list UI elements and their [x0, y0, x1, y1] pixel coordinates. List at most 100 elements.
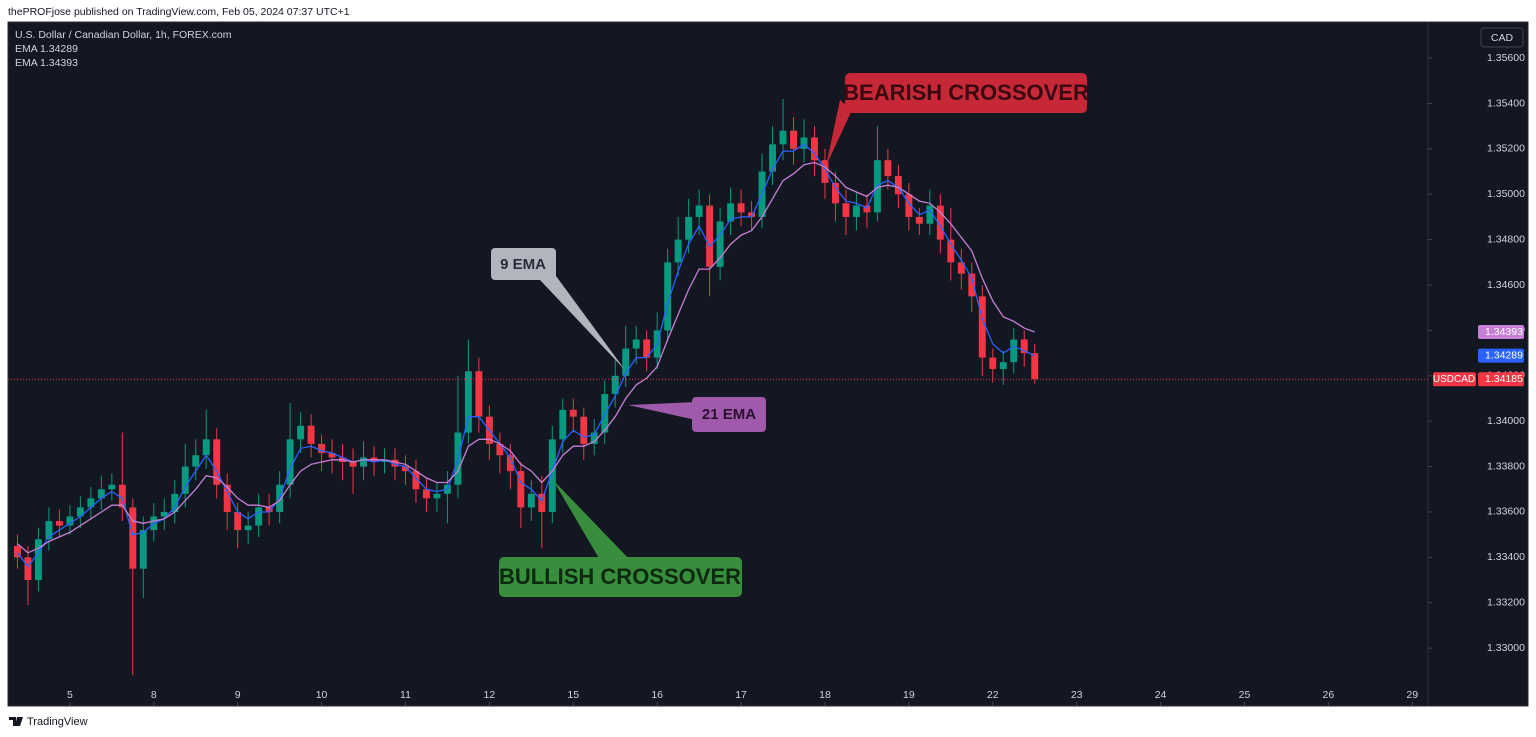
candle-body: [936, 205, 944, 240]
callout-box: [692, 397, 766, 432]
y-tick-label: 1.33200: [1487, 597, 1525, 609]
candle-body: [297, 425, 305, 440]
candle-body: [968, 273, 976, 297]
candle-body: [716, 221, 724, 267]
y-tick-label: 1.33400: [1487, 551, 1525, 563]
annotation: BULLISH CROSSOVER: [499, 564, 741, 589]
price-badge: [1478, 372, 1524, 387]
price-badge-label: 1.34289: [1485, 349, 1523, 361]
candle-body: [800, 137, 808, 149]
legend-value: 1.34393: [40, 57, 78, 69]
candle-body: [223, 484, 231, 512]
candle-body: [97, 489, 105, 499]
footer-brand: TradingView: [27, 716, 88, 728]
candle-body: [255, 507, 263, 526]
candle-body: [213, 439, 221, 485]
candle-body: [265, 507, 273, 512]
candle-body: [87, 498, 95, 508]
y-tick-label: 1.34800: [1487, 233, 1525, 245]
x-tick-label: 23: [1071, 689, 1083, 701]
plot-marks: 1.33000 1.33200 1.33400 1.33600 1.33800 1.340…: [8, 52, 1525, 706]
candle-body: [790, 130, 797, 149]
candle-body: [433, 493, 441, 499]
candle-body: [831, 182, 839, 204]
candle-body: [695, 205, 703, 217]
candle-body: [360, 457, 367, 467]
candle-body: [160, 511, 168, 517]
y-tick-label: 1.34000: [1487, 415, 1525, 427]
candle-body: [45, 521, 53, 540]
candle-body: [13, 546, 21, 558]
currency-button[interactable]: [1480, 27, 1524, 48]
y-tick-label: 1.35600: [1487, 52, 1525, 64]
candle-body: [999, 362, 1007, 369]
candle-body: [580, 416, 588, 444]
candle-body: [779, 130, 787, 145]
x-tick-label: 18: [819, 689, 831, 701]
callout-box: [499, 557, 742, 597]
x-tick-label: 5: [67, 689, 73, 701]
candle-body: [590, 432, 598, 444]
footer-logo: [9, 717, 23, 726]
chart-panel: [7, 21, 1529, 707]
annotations: BEARISH CROSSOVER 9 EMA 21 EMA BULLISH C…: [491, 73, 1089, 597]
candle-body: [611, 375, 619, 394]
callout-tail: [540, 276, 625, 370]
currency-label[interactable]: CAD: [1491, 32, 1514, 44]
candle-body: [192, 455, 200, 467]
x-tick-label: 15: [567, 689, 579, 701]
price-badge-label: 1.34393: [1485, 326, 1523, 338]
candle-body: [674, 239, 682, 263]
x-tick-label: 24: [1155, 689, 1167, 701]
price-badge: [1478, 325, 1524, 340]
candle-body: [622, 348, 630, 376]
y-tick-label: 1.35200: [1487, 143, 1525, 155]
candle-body: [1020, 339, 1028, 354]
x-tick-label: 9: [235, 689, 241, 701]
callout-box: [845, 73, 1087, 113]
candle-body: [496, 443, 504, 456]
candle-body: [171, 493, 179, 512]
candle-body: [569, 409, 577, 417]
candle-body: [76, 507, 84, 517]
candle-body: [464, 371, 472, 433]
candle-body: [475, 371, 483, 417]
candle-body: [422, 489, 430, 499]
logo-icon: [9, 717, 23, 726]
y-tick-label: 1.33000: [1487, 642, 1525, 654]
symbol-badge: [1433, 372, 1476, 387]
candle-body: [905, 194, 913, 217]
candle-body: [412, 471, 420, 490]
annotation: 21 EMA: [702, 406, 756, 423]
candle-body: [947, 239, 955, 263]
x-tick-label: 17: [735, 689, 747, 701]
candle-body: [842, 203, 850, 217]
symbol-badge-label: USDCAD: [1433, 374, 1475, 385]
candle-body: [349, 462, 357, 467]
candle-body: [381, 459, 388, 463]
callout-box: [491, 248, 556, 280]
candle-body: [244, 525, 252, 531]
candle-body: [129, 507, 137, 569]
candle-body: [811, 137, 818, 161]
candle-body: [55, 521, 63, 526]
candle-body: [391, 459, 399, 467]
candle-body: [632, 339, 640, 349]
candle-body: [538, 493, 546, 512]
candle-body: [821, 160, 829, 183]
candle-body: [527, 493, 535, 508]
ema-line: [16, 143, 1035, 568]
x-tick-label: 25: [1239, 689, 1251, 701]
candle-body: [852, 205, 860, 217]
candle-body: [863, 205, 871, 213]
candle-body: [506, 455, 514, 472]
candle-body: [737, 203, 745, 213]
x-tick-label: 16: [651, 689, 663, 701]
candle-body: [769, 144, 776, 172]
candle-body: [139, 530, 147, 569]
candle-body: [24, 557, 32, 581]
annotation: BEARISH CROSSOVER: [843, 80, 1089, 105]
y-tick-label: 1.34600: [1487, 279, 1525, 291]
annotation: 9 EMA: [500, 256, 546, 273]
